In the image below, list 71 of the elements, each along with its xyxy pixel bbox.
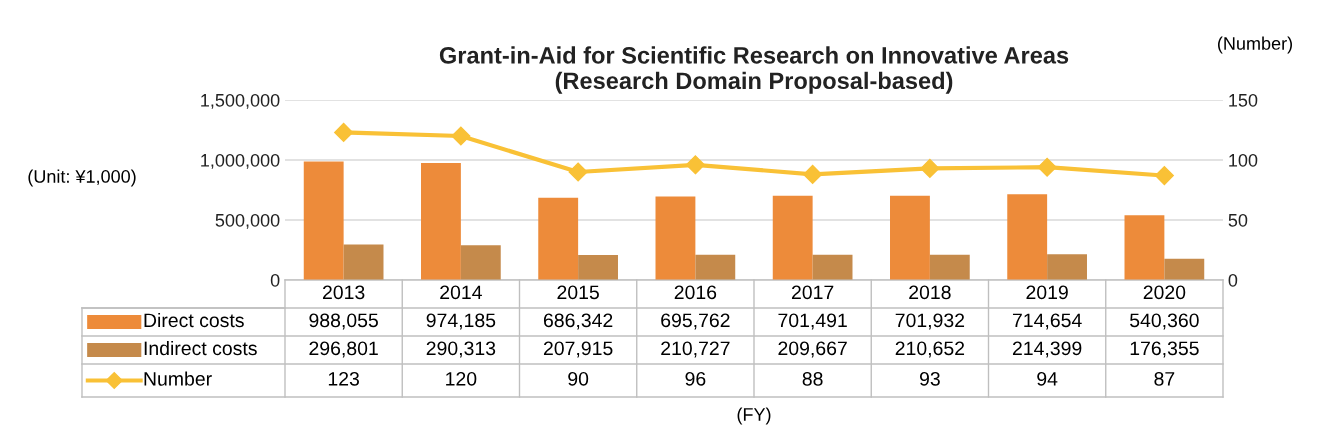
data-label: 210,652 — [895, 341, 965, 358]
data-label: 207,915 — [543, 341, 613, 358]
bar — [460, 245, 501, 280]
x-tick-label: 2018 — [909, 285, 951, 300]
bar — [1164, 258, 1205, 280]
data-label: 94 — [1037, 371, 1058, 386]
bar — [1047, 254, 1087, 280]
x-tick-label: 2015 — [557, 285, 599, 300]
y2-tick-label: 0 — [1228, 273, 1238, 287]
point — [920, 158, 940, 178]
y2-axis-title: (Number) — [1218, 36, 1292, 54]
bar — [695, 254, 736, 280]
bar — [772, 195, 813, 280]
bar — [578, 255, 618, 280]
point — [685, 155, 705, 175]
y-tick-label: 1,000,000 — [201, 153, 280, 169]
x-tick-label: 2016 — [674, 285, 717, 300]
data-label: 209,667 — [778, 341, 847, 358]
legend-label: Indirect costs — [144, 340, 257, 356]
data-label: 176,355 — [1130, 341, 1199, 358]
legend-label: Direct costs — [144, 312, 244, 328]
data-label: 540,360 — [1130, 313, 1199, 330]
point — [568, 162, 588, 182]
y2-tick-label: 50 — [1228, 213, 1248, 227]
data-label: 695,762 — [661, 313, 730, 330]
legend-label: Number — [144, 371, 212, 386]
x-tick-label: 2014 — [440, 285, 482, 300]
data-label: 701,491 — [778, 313, 847, 330]
bar — [303, 161, 344, 280]
y2-tick-label: 150 — [1229, 93, 1258, 107]
y-tick-label: 500,000 — [215, 213, 280, 229]
point — [803, 164, 823, 184]
y-tick-label: 0 — [270, 273, 280, 287]
bar — [1124, 215, 1165, 280]
data-label: 714,654 — [1012, 313, 1082, 330]
point — [1037, 157, 1057, 177]
point — [451, 126, 471, 146]
bar — [1007, 194, 1048, 280]
data-label: 210,727 — [661, 341, 730, 358]
x-tick-label: 2020 — [1143, 285, 1186, 300]
data-label: 123 — [328, 371, 359, 386]
data-label: 701,932 — [895, 313, 965, 330]
bar — [421, 163, 461, 280]
point — [334, 122, 354, 142]
data-label: 686,342 — [543, 313, 613, 330]
x-tick-label: 2019 — [1026, 285, 1068, 300]
data-label: 296,801 — [309, 341, 378, 358]
data-label: 87 — [1154, 371, 1175, 386]
x-tick-label: 2017 — [791, 285, 834, 300]
chart-title: Grant-in-Aid for Scientific Research on Innovative Areas (Research Domain Proposal-based) — [439, 46, 1069, 94]
text: (FY) — [737, 407, 771, 425]
bar — [929, 254, 970, 280]
data-label: 93 — [919, 371, 940, 386]
x-tick-label: 2013 — [322, 285, 365, 300]
data-label: 974,185 — [426, 313, 496, 330]
bar — [890, 195, 930, 280]
bar — [812, 254, 853, 280]
data-label: 96 — [685, 371, 706, 386]
point — [1154, 166, 1174, 186]
y-tick-label: 1,500,000 — [201, 93, 280, 109]
data-label: 214,399 — [1012, 341, 1082, 358]
y2-tick-label: 100 — [1229, 153, 1258, 167]
y-axis-title: (Unit: ¥1,000) — [28, 169, 136, 187]
data-label: 90 — [568, 371, 589, 386]
data-label: 120 — [446, 371, 477, 386]
data-label: 88 — [802, 371, 823, 386]
data-label: 290,313 — [426, 341, 496, 358]
bar — [655, 196, 696, 280]
bar — [538, 197, 579, 280]
data-label: 988,055 — [309, 313, 378, 330]
bar — [343, 244, 384, 280]
